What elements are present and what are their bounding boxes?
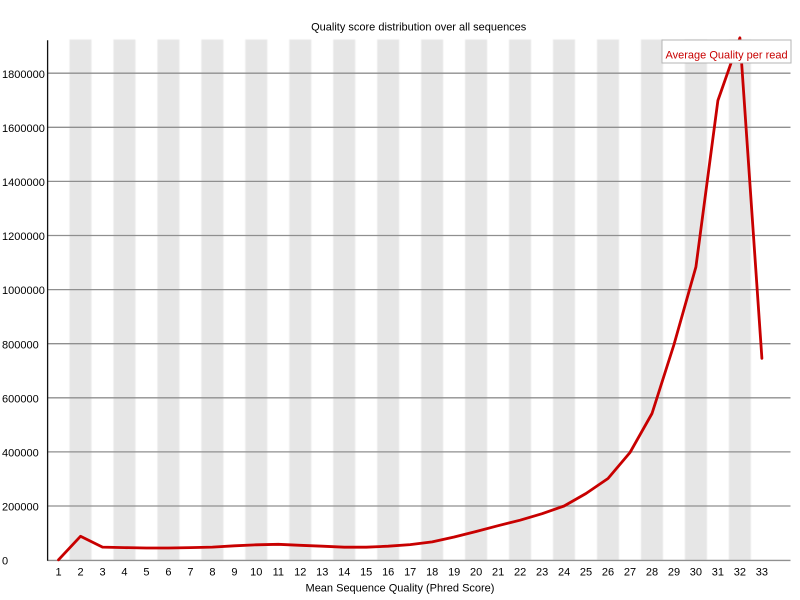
svg-text:13: 13 — [316, 566, 328, 578]
svg-text:0: 0 — [2, 556, 8, 568]
svg-text:21: 21 — [492, 566, 504, 578]
svg-text:16: 16 — [382, 566, 394, 578]
svg-text:26: 26 — [602, 566, 614, 578]
svg-text:1: 1 — [55, 566, 61, 578]
svg-text:20: 20 — [470, 566, 482, 578]
svg-text:29: 29 — [668, 566, 680, 578]
svg-text:1800000: 1800000 — [2, 69, 45, 81]
svg-text:12: 12 — [294, 566, 306, 578]
svg-text:Average Quality per read: Average Quality per read — [666, 50, 788, 62]
svg-text:2: 2 — [77, 566, 83, 578]
svg-text:200000: 200000 — [2, 502, 39, 514]
svg-text:6: 6 — [165, 566, 171, 578]
svg-text:30: 30 — [690, 566, 702, 578]
svg-text:31: 31 — [712, 566, 724, 578]
svg-text:3: 3 — [99, 566, 105, 578]
svg-text:25: 25 — [580, 566, 592, 578]
svg-text:1200000: 1200000 — [2, 231, 45, 243]
svg-text:8: 8 — [209, 566, 215, 578]
svg-text:Quality score distribution ove: Quality score distribution over all sequ… — [311, 22, 527, 34]
svg-text:23: 23 — [536, 566, 548, 578]
svg-text:1600000: 1600000 — [2, 123, 45, 135]
svg-text:33: 33 — [756, 566, 768, 578]
svg-text:4: 4 — [121, 566, 127, 578]
svg-text:600000: 600000 — [2, 393, 39, 405]
svg-text:7: 7 — [187, 566, 193, 578]
svg-text:28: 28 — [646, 566, 658, 578]
svg-text:400000: 400000 — [2, 448, 39, 460]
svg-text:Mean Sequence Quality (Phred S: Mean Sequence Quality (Phred Score) — [306, 582, 495, 594]
svg-text:15: 15 — [360, 566, 372, 578]
svg-text:24: 24 — [558, 566, 570, 578]
svg-text:11: 11 — [273, 566, 284, 578]
svg-text:17: 17 — [404, 566, 416, 578]
svg-text:19: 19 — [448, 566, 460, 578]
svg-text:32: 32 — [734, 566, 746, 578]
svg-text:5: 5 — [143, 566, 149, 578]
svg-text:27: 27 — [624, 566, 636, 578]
svg-text:9: 9 — [231, 566, 237, 578]
svg-text:1400000: 1400000 — [2, 177, 45, 189]
svg-text:10: 10 — [250, 566, 262, 578]
svg-text:14: 14 — [338, 566, 350, 578]
svg-text:1000000: 1000000 — [2, 285, 45, 297]
svg-text:22: 22 — [514, 566, 526, 578]
svg-text:800000: 800000 — [2, 339, 39, 351]
svg-text:18: 18 — [426, 566, 438, 578]
